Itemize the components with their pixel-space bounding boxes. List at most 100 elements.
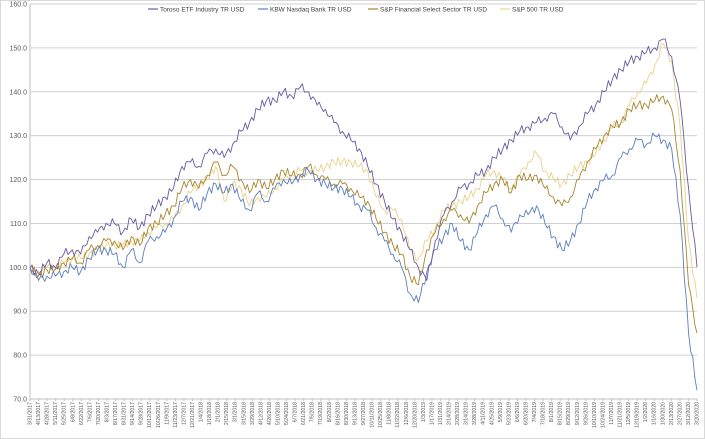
x-tick-label: 1/17/2019	[429, 402, 435, 425]
x-tick-label: 9/27/2018	[361, 402, 367, 425]
y-tick-label: 160.0	[9, 2, 27, 9]
x-tick-label: 6/20/2019	[523, 402, 529, 425]
x-tick-label: 2/15/2018	[224, 402, 230, 425]
x-tick-label: 10/25/2018	[378, 402, 384, 428]
x-tick-label: 10/26/2017	[156, 402, 162, 428]
x-tick-label: 2/13/2020	[669, 402, 675, 425]
series-line	[29, 132, 698, 391]
y-tick-label: 70.0	[13, 397, 27, 404]
x-tick-label: 5/23/2019	[506, 402, 512, 425]
x-tick-label: 3/14/2019	[464, 402, 470, 425]
x-tick-label: 12/20/2018	[412, 402, 418, 428]
x-axis-ticks: 3/31/2017 4/13/2017 4/28/2017 5/11/2017 5/25…	[28, 399, 701, 428]
x-tick-label: 2/27/2020	[677, 402, 683, 425]
x-tick-label: 5/24/2018	[284, 402, 290, 425]
x-tick-label: 6/7/2018	[293, 402, 299, 422]
x-tick-label: 5/25/2017	[62, 402, 68, 425]
x-tick-label: 8/1/2019	[549, 402, 555, 422]
legend-entry: KBW Nasdaq Bank TR USD	[270, 7, 352, 14]
x-tick-label: 3/20/2020	[695, 402, 701, 425]
x-tick-label: 3/29/2018	[250, 402, 256, 425]
gridlines	[29, 3, 697, 400]
x-tick-label: 1/18/2018	[207, 402, 213, 425]
x-tick-label: 8/30/2018	[344, 402, 350, 425]
x-tick-label: 5/11/2017	[53, 402, 59, 425]
legend-entry: S&P Financial Select Sector TR USD	[380, 7, 487, 14]
x-tick-label: 12/6/2018	[404, 402, 410, 425]
series-lines	[29, 38, 698, 391]
x-tick-label: 3/28/2019	[472, 402, 478, 425]
x-tick-label: 1/31/2019	[438, 402, 444, 425]
x-tick-label: 9/28/2017	[139, 402, 145, 425]
series-line	[29, 38, 698, 281]
x-tick-label: 10/24/2019	[600, 402, 606, 428]
x-tick-label: 12/19/2019	[635, 402, 641, 428]
x-tick-label: 6/6/2019	[515, 402, 521, 422]
x-tick-label: 2/28/2019	[455, 402, 461, 425]
y-tick-label: 120.0	[9, 177, 27, 184]
x-tick-label: 3/1/2018	[233, 402, 239, 422]
legend-entry: Toroso ETF Industry TR USD	[160, 7, 245, 14]
x-tick-label: 9/26/2019	[583, 402, 589, 425]
series-line	[29, 43, 698, 299]
x-tick-label: 11/8/2018	[387, 402, 393, 425]
x-tick-label: 12/21/2017	[190, 402, 196, 428]
x-tick-label: 8/3/2017	[104, 402, 110, 422]
x-tick-label: 10/11/2018	[370, 402, 376, 428]
x-tick-label: 8/17/2017	[113, 402, 119, 425]
x-tick-label: 9/14/2017	[130, 402, 136, 425]
x-tick-label: 1/30/2020	[660, 402, 666, 425]
x-tick-label: 9/12/2019	[575, 402, 581, 425]
y-axis-ticks: 70.0 80.0 90.0 100.0 110.0 120.0 130.0 140.0 150…	[9, 2, 27, 404]
y-tick-label: 130.0	[9, 133, 27, 140]
x-tick-label: 10/12/2017	[147, 402, 153, 428]
x-tick-label: 1/4/2018	[199, 402, 205, 422]
x-tick-label: 1/3/2019	[421, 402, 427, 422]
x-tick-label: 8/2/2018	[327, 402, 333, 422]
x-tick-label: 6/21/2018	[301, 402, 307, 425]
x-tick-label: 5/9/2019	[498, 402, 504, 422]
series-line	[29, 94, 698, 334]
x-tick-label: 7/18/2019	[541, 402, 547, 425]
x-tick-label: 7/20/2017	[96, 402, 102, 425]
legend: Toroso ETF Industry TR USD KBW Nasdaq Ban…	[148, 7, 564, 14]
x-tick-label: 5/10/2018	[275, 402, 281, 425]
x-tick-label: 4/13/2017	[36, 402, 42, 425]
x-tick-label: 12/5/2019	[626, 402, 632, 425]
x-tick-label: 4/11/2019	[481, 402, 487, 425]
x-tick-label: 9/13/2018	[352, 402, 358, 425]
x-tick-label: 3/15/2018	[241, 402, 247, 425]
x-tick-label: 7/19/2018	[318, 402, 324, 425]
x-tick-label: 3/12/2020	[686, 402, 692, 425]
x-tick-label: 2/14/2019	[447, 402, 453, 425]
x-tick-label: 8/15/2019	[558, 402, 564, 425]
x-tick-label: 7/5/2018	[310, 402, 316, 422]
x-tick-label: 11/22/2018	[395, 402, 401, 428]
x-tick-label: 4/12/2018	[258, 402, 264, 425]
x-tick-label: 11/23/2017	[173, 402, 179, 428]
y-tick-label: 110.0	[10, 221, 27, 228]
x-tick-label: 11/21/2019	[618, 402, 624, 428]
x-tick-label: 8/31/2017	[122, 402, 128, 425]
x-tick-label: 6/22/2017	[79, 402, 85, 425]
y-tick-label: 90.0	[13, 309, 27, 316]
legend-entry: S&P 500 TR USD	[512, 7, 564, 14]
x-tick-label: 4/25/2019	[489, 402, 495, 425]
x-tick-label: 12/7/2017	[181, 402, 187, 425]
y-tick-label: 100.0	[9, 265, 27, 272]
x-tick-label: 8/16/2018	[335, 402, 341, 425]
y-tick-label: 150.0	[9, 45, 27, 52]
x-tick-label: 3/31/2017	[28, 402, 34, 425]
x-tick-label: 7/4/2019	[532, 402, 538, 422]
x-tick-label: 8/29/2019	[566, 402, 572, 425]
y-tick-label: 80.0	[13, 353, 27, 360]
x-tick-label: 2/1/2018	[216, 402, 222, 422]
y-tick-label: 140.0	[9, 89, 27, 96]
x-tick-label: 10/10/2019	[592, 402, 598, 428]
x-tick-label: 6/8/2017	[70, 402, 76, 422]
x-tick-label: 4/28/2017	[45, 402, 51, 425]
x-tick-label: 1/16/2020	[652, 402, 658, 425]
x-tick-label: 7/6/2017	[87, 402, 93, 422]
